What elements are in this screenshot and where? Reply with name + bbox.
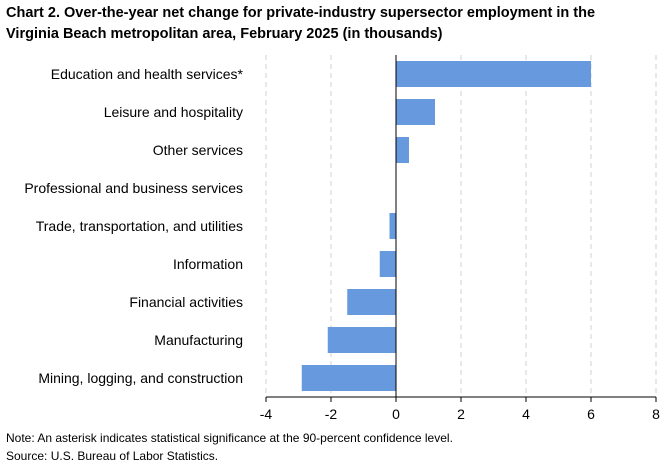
- bar-1: [396, 99, 435, 125]
- footnote-source: Source: U.S. Bureau of Labor Statistics.: [6, 449, 219, 463]
- bar-8: [301, 365, 396, 391]
- category-label-0: Education and health services*: [51, 66, 244, 82]
- bar-5: [379, 251, 396, 277]
- category-label-6: Financial activities: [129, 294, 243, 310]
- x-tick-label-0: -4: [260, 406, 273, 422]
- category-label-1: Leisure and hospitality: [104, 104, 243, 120]
- gridlines: [265, 55, 657, 397]
- chart-title-line-2: Virginia Beach metropolitan area, Februa…: [6, 26, 443, 42]
- footnote-note: Note: An asterisk indicates statistical …: [6, 431, 453, 445]
- category-label-5: Information: [173, 256, 243, 272]
- category-label-7: Manufacturing: [154, 332, 243, 348]
- category-label-3: Professional and business services: [24, 180, 243, 196]
- bar-7: [327, 327, 396, 353]
- chart-title: Chart 2. Over-the-year net change for pr…: [6, 3, 666, 45]
- x-tick-label-6: 8: [652, 406, 660, 422]
- bar-4: [389, 213, 396, 239]
- x-tick-label-1: -2: [325, 406, 338, 422]
- axes: [265, 55, 657, 402]
- bar-0: [396, 61, 591, 87]
- bars: [301, 61, 591, 391]
- category-label-4: Trade, transportation, and utilities: [36, 218, 243, 234]
- tick-labels: -4 -2 0 2 4 6 8: [260, 406, 660, 422]
- x-tick-label-2: 0: [392, 406, 400, 422]
- category-label-2: Other services: [153, 142, 243, 158]
- chart-title-line-1: Chart 2. Over-the-year net change for pr…: [6, 5, 596, 21]
- bar-2: [396, 137, 409, 163]
- bar-6: [347, 289, 396, 315]
- category-label-8: Mining, logging, and construction: [38, 370, 243, 386]
- x-tick-label-5: 6: [587, 406, 595, 422]
- x-tick-label-3: 2: [457, 406, 465, 422]
- x-tick-label-4: 4: [522, 406, 530, 422]
- category-labels: Education and health services* Leisure an…: [24, 66, 243, 386]
